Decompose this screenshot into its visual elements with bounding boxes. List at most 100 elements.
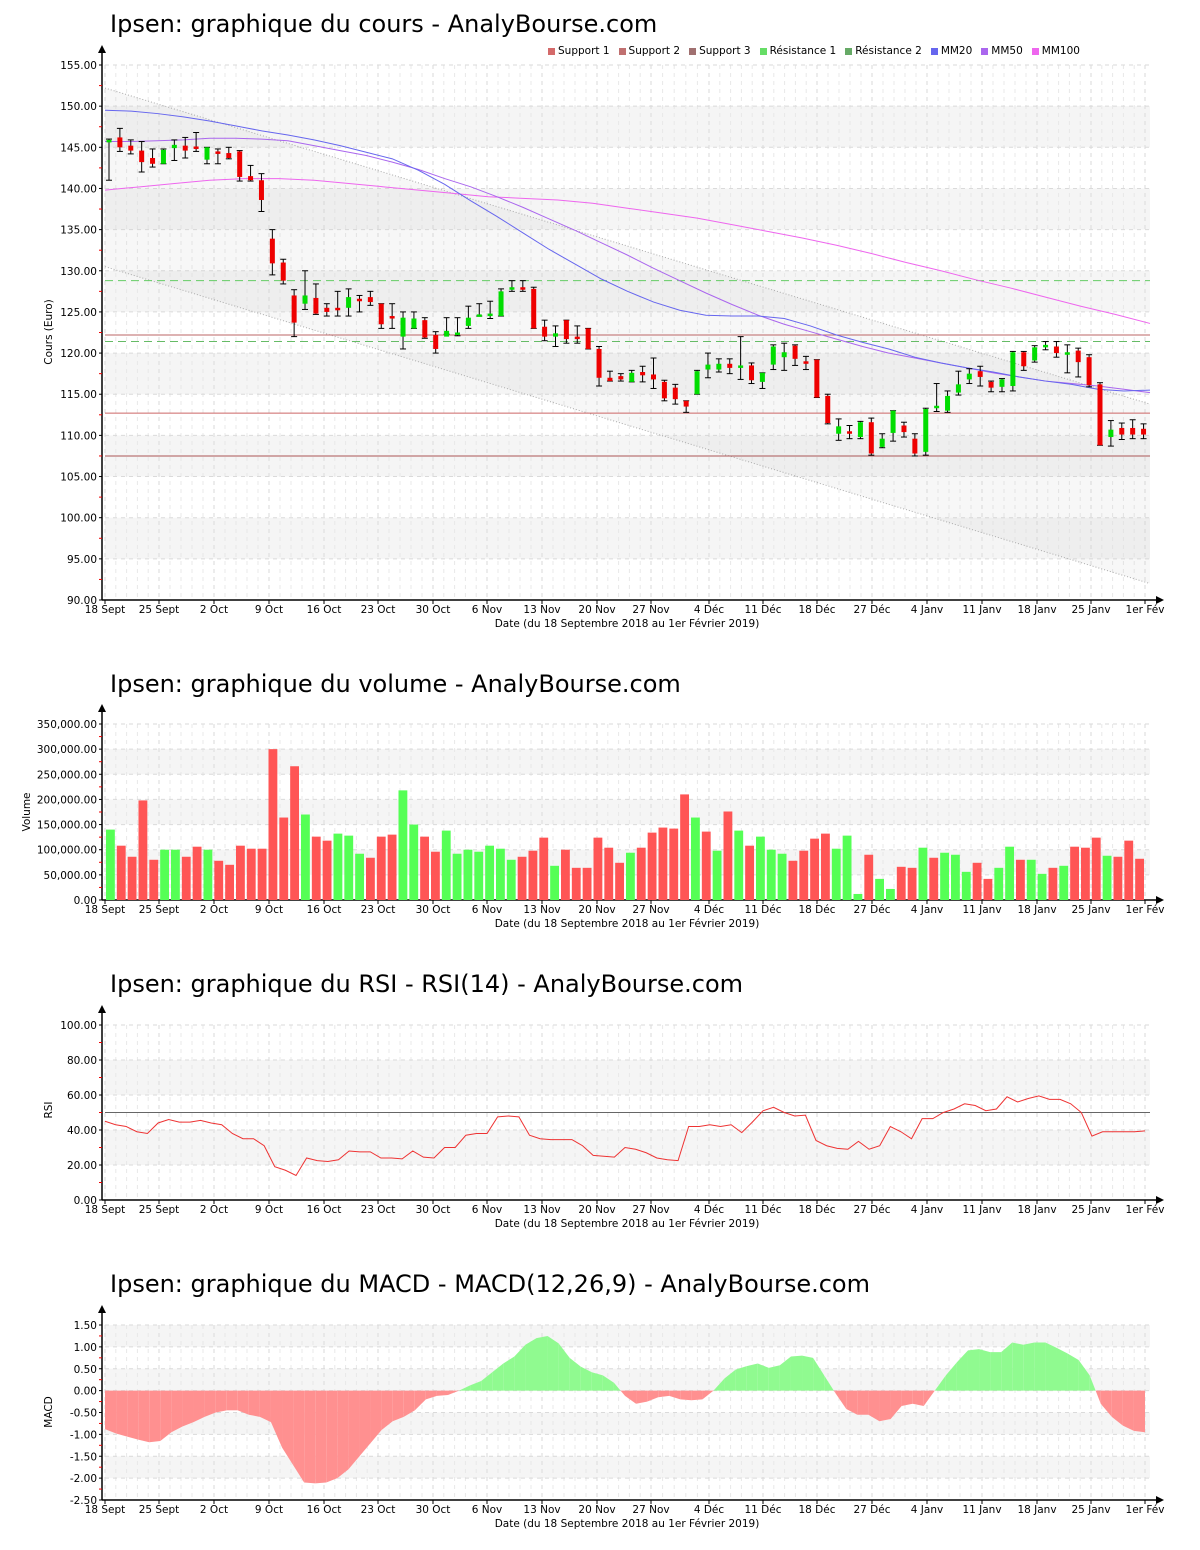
candle bbox=[803, 361, 809, 364]
candle bbox=[106, 139, 112, 143]
svg-text:23 Oct: 23 Oct bbox=[361, 604, 396, 616]
volume-bar bbox=[669, 828, 679, 900]
svg-text:4 Déc: 4 Déc bbox=[694, 1504, 725, 1516]
candle bbox=[389, 316, 395, 319]
volume-bar bbox=[127, 856, 137, 900]
candle bbox=[465, 317, 471, 326]
svg-text:MACD: MACD bbox=[43, 1396, 55, 1427]
svg-text:2 Oct: 2 Oct bbox=[200, 1204, 228, 1216]
svg-text:11 Janv: 11 Janv bbox=[962, 1204, 1001, 1216]
svg-text:27 Déc: 27 Déc bbox=[853, 904, 890, 916]
volume-bar bbox=[1016, 859, 1025, 900]
volume-bar bbox=[452, 853, 462, 900]
volume-bar bbox=[506, 859, 516, 900]
candle bbox=[258, 180, 264, 200]
macd-chart: -2.50 -2.00 -1.50 -1.00 -0.50 0.00 0.50 1.00 1.5… bbox=[43, 1305, 1164, 1530]
candle bbox=[618, 376, 624, 380]
svg-text:11 Déc: 11 Déc bbox=[744, 1204, 781, 1216]
candle bbox=[139, 150, 145, 163]
candle bbox=[378, 303, 384, 325]
candle bbox=[868, 422, 874, 454]
svg-text:90.00: 90.00 bbox=[67, 595, 97, 607]
svg-text:23 Oct: 23 Oct bbox=[361, 1504, 396, 1516]
volume-bar bbox=[301, 814, 310, 900]
svg-text:13 Nov: 13 Nov bbox=[523, 604, 560, 616]
volume-bar bbox=[192, 846, 202, 900]
svg-text:350,000.00: 350,000.00 bbox=[37, 719, 97, 731]
legend-item: Support 1 bbox=[548, 45, 610, 57]
volume-bar bbox=[1091, 837, 1101, 900]
svg-text:18 Déc: 18 Déc bbox=[798, 604, 835, 616]
svg-text:9 Oct: 9 Oct bbox=[255, 904, 283, 916]
svg-text:130.00: 130.00 bbox=[60, 266, 97, 278]
svg-text:0.00: 0.00 bbox=[74, 895, 97, 907]
volume-bar bbox=[517, 856, 527, 900]
candle bbox=[727, 363, 733, 368]
svg-text:140.00: 140.00 bbox=[60, 183, 97, 195]
volume-bar bbox=[723, 811, 733, 900]
svg-text:18 Déc: 18 Déc bbox=[798, 1204, 835, 1216]
svg-text:27 Nov: 27 Nov bbox=[632, 904, 669, 916]
svg-text:9 Oct: 9 Oct bbox=[255, 1504, 283, 1516]
candle bbox=[825, 395, 831, 424]
svg-text:27 Nov: 27 Nov bbox=[632, 1504, 669, 1516]
svg-text:2 Oct: 2 Oct bbox=[200, 904, 228, 916]
candle bbox=[182, 145, 188, 151]
svg-text:0.50: 0.50 bbox=[74, 1364, 97, 1376]
volume-bar bbox=[311, 836, 321, 900]
volume-bar bbox=[268, 749, 278, 900]
volume-bar bbox=[810, 838, 819, 900]
svg-text:4 Janv: 4 Janv bbox=[911, 904, 943, 916]
candle bbox=[1010, 352, 1016, 386]
svg-text:-1.00: -1.00 bbox=[70, 1429, 97, 1441]
volume-bar bbox=[983, 878, 993, 900]
legend-label: Résistance 1 bbox=[769, 45, 837, 57]
svg-text:9 Oct: 9 Oct bbox=[255, 604, 283, 616]
volume-bar bbox=[236, 845, 245, 900]
svg-text:4 Déc: 4 Déc bbox=[694, 1204, 725, 1216]
legend-label: MM50 bbox=[991, 45, 1023, 57]
volume-chart-title: Ipsen: graphique du volume - AnalyBourse… bbox=[110, 670, 681, 698]
volume-bar bbox=[279, 817, 289, 900]
candle bbox=[890, 410, 896, 433]
volume-bar bbox=[409, 824, 419, 900]
svg-text:16 Oct: 16 Oct bbox=[307, 1204, 342, 1216]
candle bbox=[552, 333, 558, 337]
volume-bar bbox=[582, 867, 592, 900]
candle bbox=[955, 384, 961, 393]
candle bbox=[1108, 429, 1114, 438]
volume-bar bbox=[1113, 856, 1123, 900]
volume-bar bbox=[290, 766, 299, 900]
candle bbox=[498, 291, 504, 317]
svg-text:100.00: 100.00 bbox=[60, 513, 97, 525]
svg-text:Volume: Volume bbox=[21, 792, 33, 831]
volume-bar bbox=[734, 830, 744, 900]
candle bbox=[694, 371, 700, 395]
svg-text:Date (du 18 Septembre 2018 au: Date (du 18 Septembre 2018 au 1er Févrie… bbox=[495, 1218, 760, 1230]
svg-text:150.00: 150.00 bbox=[60, 101, 97, 113]
svg-text:30 Oct: 30 Oct bbox=[416, 904, 451, 916]
svg-text:100.00: 100.00 bbox=[60, 1020, 97, 1032]
price-chart: 90.00 95.00 100.00 105.00 110.00 115.00 120.00… bbox=[43, 45, 1164, 630]
legend-item: Résistance 1 bbox=[759, 45, 837, 57]
candle bbox=[1075, 350, 1081, 363]
candle bbox=[520, 287, 526, 290]
svg-text:13 Nov: 13 Nov bbox=[523, 1504, 560, 1516]
volume-bar bbox=[344, 835, 354, 900]
candle bbox=[661, 381, 667, 399]
svg-text:27 Nov: 27 Nov bbox=[632, 1204, 669, 1216]
legend-swatch-icon bbox=[759, 47, 767, 55]
svg-text:300,000.00: 300,000.00 bbox=[37, 744, 97, 756]
candle bbox=[749, 365, 755, 381]
candle bbox=[1130, 427, 1136, 435]
candle bbox=[716, 363, 722, 370]
candle bbox=[988, 381, 994, 388]
svg-text:9 Oct: 9 Oct bbox=[255, 1204, 283, 1216]
svg-text:Date (du 18 Septembre 2018 au: Date (du 18 Septembre 2018 au 1er Févrie… bbox=[495, 918, 760, 930]
svg-text:4 Janv: 4 Janv bbox=[911, 604, 943, 616]
svg-text:30 Oct: 30 Oct bbox=[416, 1204, 451, 1216]
svg-text:-0.50: -0.50 bbox=[70, 1408, 97, 1420]
svg-text:110.00: 110.00 bbox=[60, 430, 97, 442]
svg-text:18 Janv: 18 Janv bbox=[1017, 1504, 1056, 1516]
volume-bar bbox=[907, 867, 917, 900]
